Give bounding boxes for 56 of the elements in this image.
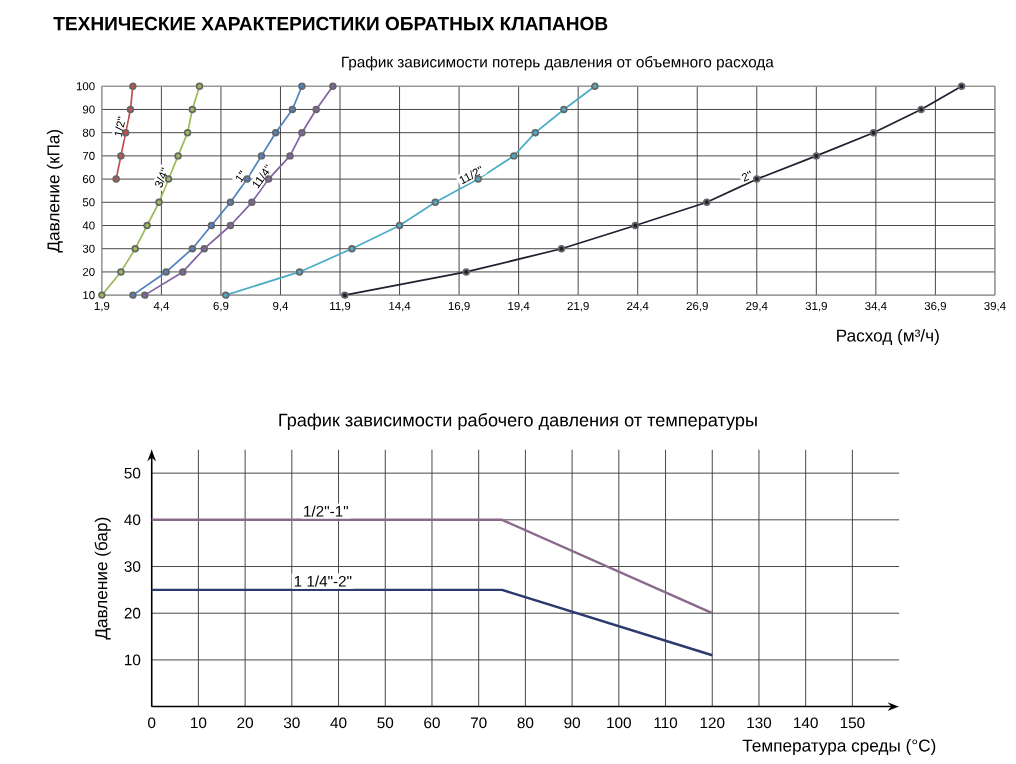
point	[188, 244, 197, 253]
point	[183, 128, 192, 137]
point	[295, 267, 304, 276]
point	[703, 198, 711, 206]
point	[286, 151, 294, 160]
point	[812, 151, 821, 160]
point	[257, 151, 266, 160]
point	[312, 105, 320, 113]
point	[226, 221, 235, 229]
point	[431, 198, 439, 206]
chart-title: График зависимости рабочего давления от температуры	[279, 412, 757, 430]
y-axis-title: Давление (кПа)	[46, 129, 63, 253]
point	[221, 291, 230, 299]
point	[98, 291, 106, 299]
point	[510, 151, 518, 160]
point	[271, 128, 280, 137]
point	[226, 198, 235, 206]
point	[117, 267, 125, 276]
point	[341, 291, 349, 299]
point	[348, 244, 356, 253]
point	[557, 244, 566, 253]
point	[131, 244, 139, 253]
point	[631, 221, 640, 229]
point	[162, 267, 170, 276]
point	[288, 105, 297, 113]
point	[195, 82, 204, 90]
point	[531, 128, 540, 137]
point	[126, 105, 135, 113]
point	[188, 105, 197, 113]
point	[129, 291, 137, 299]
point	[298, 82, 306, 90]
point	[591, 82, 599, 90]
point	[869, 128, 878, 137]
point	[117, 151, 125, 160]
x-axis-title: Температура среды (°C)	[742, 738, 936, 755]
point	[917, 105, 925, 113]
point	[560, 105, 568, 113]
y-axis-title: Давление (бар)	[94, 517, 111, 640]
point	[395, 221, 404, 229]
point	[112, 175, 120, 183]
point	[298, 128, 306, 137]
point	[143, 221, 151, 229]
point	[957, 82, 966, 90]
point	[753, 175, 761, 183]
point	[329, 82, 337, 90]
x-axis-title: Расход (м³/ч)	[837, 328, 939, 345]
point	[200, 244, 208, 253]
point	[179, 267, 187, 276]
point	[248, 198, 256, 206]
point	[174, 151, 182, 160]
chart-title: ТЕХНИЧЕСКИЕ ХАРАКТЕРИСТИКИ ОБРАТНЫХ КЛАПАНОВ	[53, 16, 608, 31]
point	[207, 221, 216, 229]
point	[141, 291, 149, 299]
point	[155, 198, 163, 206]
point	[129, 82, 137, 90]
point	[462, 267, 470, 276]
